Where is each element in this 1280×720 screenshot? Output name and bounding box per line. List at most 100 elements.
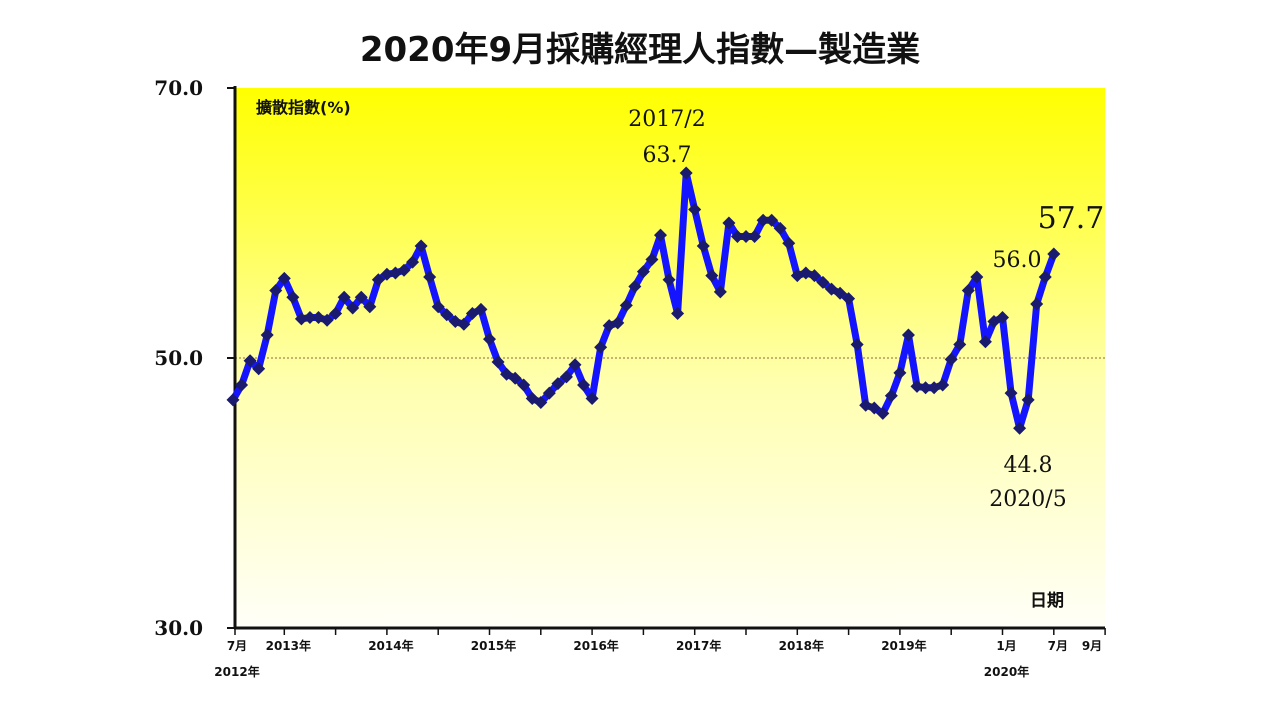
data-point [440,308,454,322]
data-point [568,358,582,372]
data-point [431,300,445,314]
data-point [756,213,770,227]
data-point [235,378,249,392]
data-point [371,273,385,287]
y-tick-label: 30.0 [154,616,203,640]
data-annotation: 44.8 [1004,453,1053,478]
data-point [559,370,573,384]
data-point [876,406,890,420]
data-point [765,213,779,227]
x-tick-label: 7月 [1048,639,1068,653]
x-tick-label: 7月 [227,639,247,653]
data-point [654,228,667,242]
x-tick-label: 1月 [996,639,1016,653]
data-point [585,392,599,405]
x-tick-label: 2013年 [266,638,311,653]
data-point [919,381,933,395]
data-point [483,332,496,346]
data-point [1047,247,1061,261]
data-point [671,306,685,320]
data-point [679,166,693,180]
data-point [850,338,864,351]
data-point [551,377,565,391]
x-tick-label: 2018年 [779,638,824,653]
y-axis-label: 擴散指數(%) [256,98,351,117]
data-point [1030,297,1044,311]
data-point [457,317,471,331]
data-point [329,306,343,320]
data-point [970,270,984,284]
data-point [363,300,377,314]
y-tick-label: 50.0 [154,346,203,370]
data-annotation: 57.7 [1038,201,1105,236]
data-point [953,338,967,351]
data-point [722,216,736,230]
data-point [354,290,368,304]
data-point [748,230,762,243]
data-point [269,284,283,297]
data-point [1013,421,1027,435]
x-tick-label: 2017年 [676,638,721,653]
data-point [1004,386,1018,400]
data-point [320,313,334,327]
data-point [294,312,308,326]
plot-background [235,88,1105,628]
data-point [936,378,950,392]
data-annotation: 63.7 [643,143,692,168]
data-point [842,292,856,306]
data-point [867,401,881,415]
data-point [636,265,650,279]
x-axis-label: 日期 [1030,591,1064,611]
data-point [346,301,360,315]
data-point [594,340,608,354]
data-point [833,286,847,300]
x-tick-label: 2016年 [573,638,618,653]
data-point [423,270,437,284]
x-tick-label: 2019年 [881,638,926,653]
data-point [645,252,659,266]
x-tick-label-year: 2012年 [214,664,259,679]
data-point [782,236,796,250]
data-point [243,354,257,368]
data-point [730,230,744,243]
data-point [491,355,505,369]
x-tick-label: 9月 [1082,639,1102,653]
data-point [944,352,958,366]
data-point [619,298,633,312]
data-point [277,271,291,285]
data-point [508,371,522,385]
data-point [286,290,300,304]
data-point [542,386,556,400]
data-point [517,378,531,392]
data-point [474,302,488,316]
data-annotation: 2017/2 [628,107,705,132]
data-point [662,273,676,287]
x-tick-label: 2014年 [368,638,413,653]
data-annotation: 56.0 [993,248,1042,273]
data-point [688,203,702,216]
data-point [884,389,898,403]
data-point [910,379,924,393]
x-tick-label: 2015年 [471,638,516,653]
data-point [226,393,240,407]
y-tick-label: 70.0 [154,76,203,100]
data-point [978,335,992,349]
data-point [1038,270,1052,284]
data-point [1021,393,1035,407]
data-point [996,311,1009,324]
data-point [252,362,266,376]
data-point [893,366,907,380]
data-annotation: 2020/5 [989,487,1066,512]
data-point [901,328,915,342]
data-point [337,290,351,304]
chart-title: 2020年9月採購經理人指數—製造業 [359,30,921,70]
data-point [628,279,642,293]
data-point [577,378,591,392]
data-point [406,255,420,269]
data-point [773,221,787,235]
x-tick-label-year: 2020年 [984,664,1029,679]
data-point [303,311,317,324]
data-point [961,284,975,297]
data-point [816,275,830,289]
